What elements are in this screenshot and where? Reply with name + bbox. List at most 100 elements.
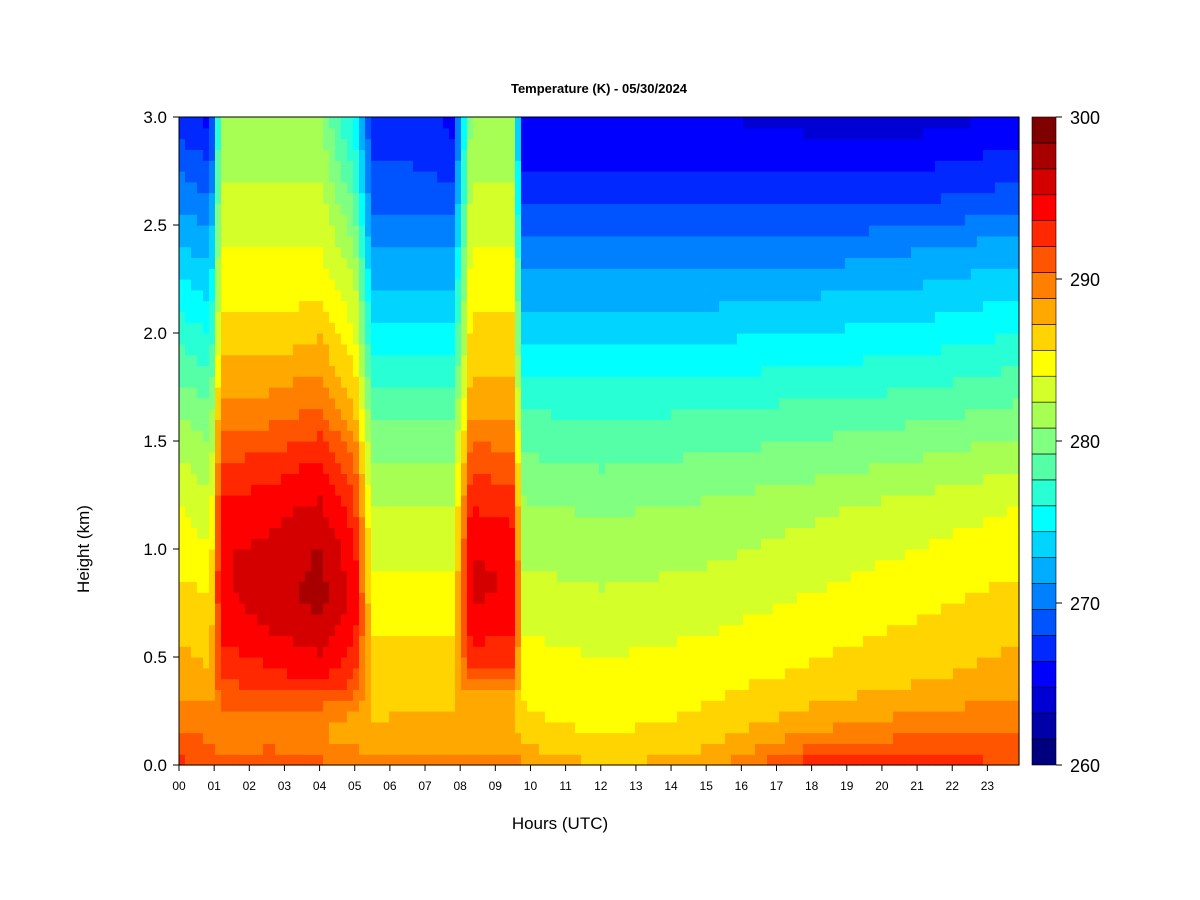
heatmap-cell <box>215 462 222 474</box>
heatmap-cell <box>329 570 336 582</box>
heatmap-cell <box>569 711 576 723</box>
heatmap-cell <box>557 149 564 161</box>
heatmap-cell <box>179 635 186 647</box>
heatmap-cell <box>311 603 318 615</box>
heatmap-cell <box>221 289 228 302</box>
heatmap-cell <box>209 570 216 582</box>
heatmap-cell <box>221 127 228 140</box>
heatmap-cell <box>185 592 192 604</box>
heatmap-cell <box>215 203 222 215</box>
heatmap-cell <box>545 613 552 626</box>
heatmap-cell <box>641 268 648 280</box>
heatmap-cell <box>209 603 216 615</box>
heatmap-cell <box>653 732 660 744</box>
heatmap-cell <box>203 149 210 161</box>
heatmap-cell <box>215 343 222 356</box>
heatmap-cell <box>413 667 420 680</box>
heatmap-cell <box>581 559 588 572</box>
heatmap-cell <box>647 311 654 323</box>
heatmap-cell <box>617 743 624 755</box>
heatmap-cell <box>563 322 570 334</box>
heatmap-cell <box>203 549 210 561</box>
heatmap-cell <box>245 743 252 755</box>
heatmap-cell <box>203 333 210 345</box>
heatmap-cell <box>335 678 342 690</box>
heatmap-cell <box>509 214 516 226</box>
heatmap-cell <box>185 462 192 474</box>
heatmap-cell <box>581 235 588 248</box>
heatmap-cell <box>593 624 600 636</box>
heatmap-cell <box>503 484 510 496</box>
heatmap-cell <box>671 387 678 399</box>
heatmap-cell <box>317 333 324 345</box>
heatmap-cell <box>617 700 624 712</box>
heatmap-cell <box>629 527 636 539</box>
heatmap-cell <box>485 570 492 582</box>
heatmap-cell <box>623 289 630 302</box>
heatmap-cell <box>191 484 198 496</box>
heatmap-cell <box>533 322 540 334</box>
heatmap-cell <box>503 181 510 194</box>
heatmap-cell <box>443 451 450 464</box>
heatmap-cell <box>527 732 534 744</box>
heatmap-cell <box>557 473 564 485</box>
heatmap-cell <box>635 495 642 507</box>
heatmap-cell <box>569 700 576 712</box>
heatmap-cell <box>179 430 186 442</box>
heatmap-cell <box>305 257 312 269</box>
heatmap-cell <box>635 743 642 755</box>
heatmap-cell <box>317 624 324 636</box>
heatmap-cell <box>545 397 552 410</box>
heatmap-cell <box>677 743 684 755</box>
heatmap-cell <box>299 127 306 140</box>
heatmap-cell <box>179 711 186 723</box>
heatmap-cell <box>437 268 444 280</box>
heatmap-cell <box>581 700 588 712</box>
heatmap-cell <box>191 711 198 723</box>
heatmap-cell <box>389 214 396 226</box>
heatmap-cell <box>245 689 252 701</box>
heatmap-cell <box>677 592 684 604</box>
heatmap-cell <box>353 430 360 442</box>
heatmap-cell <box>629 138 636 150</box>
heatmap-cell <box>515 138 522 150</box>
heatmap-cell <box>353 657 360 669</box>
heatmap-cell <box>383 743 390 755</box>
heatmap-cell <box>527 127 534 140</box>
heatmap-cell <box>347 495 354 507</box>
heatmap-cell <box>587 678 594 690</box>
heatmap-cell <box>377 311 384 323</box>
heatmap-cell <box>557 505 564 518</box>
heatmap-cell <box>425 538 432 550</box>
heatmap-cell <box>395 592 402 604</box>
heatmap-cell <box>545 711 552 723</box>
heatmap-cell <box>197 527 204 539</box>
heatmap-cell <box>575 365 582 377</box>
heatmap-cell <box>377 246 384 258</box>
heatmap-cell <box>491 451 498 464</box>
heatmap-cell <box>563 214 570 226</box>
heatmap-cell <box>185 603 192 615</box>
heatmap-cell <box>347 678 354 690</box>
heatmap-cell <box>383 203 390 215</box>
heatmap-cell <box>347 289 354 302</box>
heatmap-cell <box>341 171 348 183</box>
heatmap-cell <box>329 635 336 647</box>
heatmap-cell <box>557 559 564 572</box>
heatmap-cell <box>269 322 276 334</box>
heatmap-cell <box>233 235 240 248</box>
heatmap-cell <box>635 235 642 248</box>
heatmap-cell <box>455 289 462 302</box>
heatmap-cell <box>659 322 666 334</box>
heatmap-cell <box>491 711 498 723</box>
heatmap-cell <box>635 667 642 680</box>
heatmap-cell <box>395 343 402 356</box>
heatmap-cell <box>599 441 606 453</box>
heatmap-cell <box>617 505 624 518</box>
heatmap-cell <box>365 495 372 507</box>
heatmap-cell <box>419 257 426 269</box>
heatmap-cell <box>599 592 606 604</box>
heatmap-cell <box>671 333 678 345</box>
heatmap-cell <box>359 203 366 215</box>
heatmap-cell <box>227 516 234 528</box>
